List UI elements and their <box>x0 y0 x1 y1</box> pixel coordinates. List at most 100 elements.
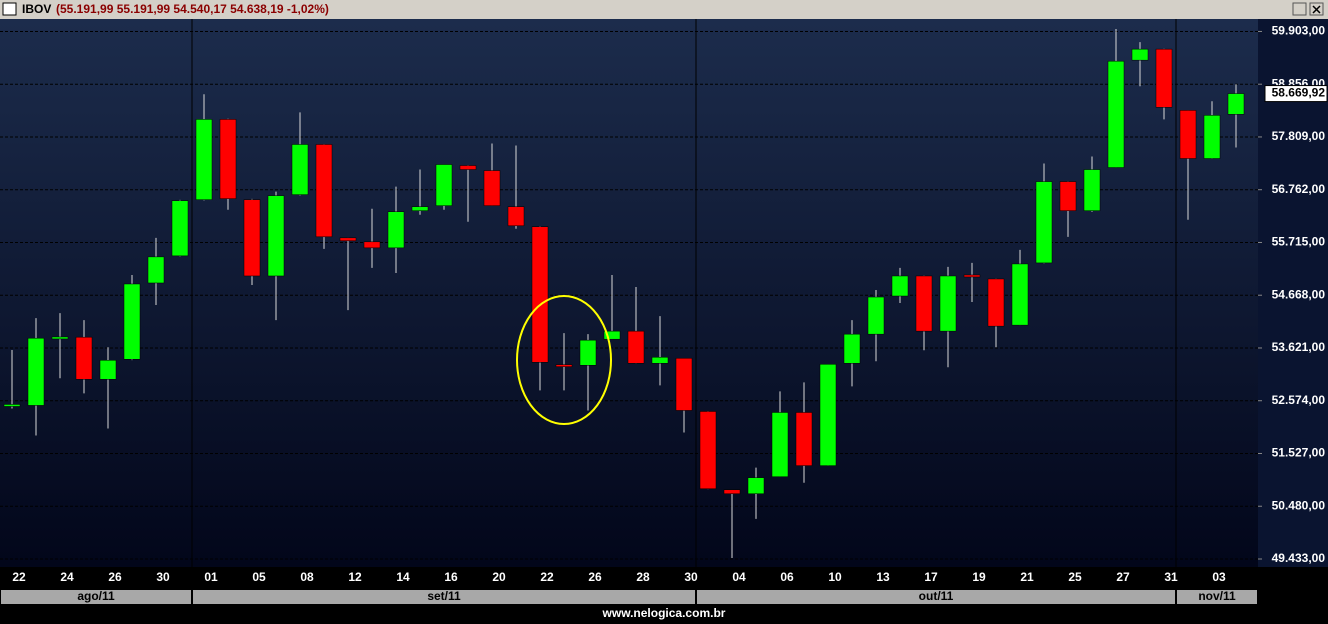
candle-body <box>867 296 885 335</box>
candle-body <box>627 330 645 364</box>
candle-body <box>459 165 477 170</box>
y-axis-area <box>1258 19 1328 567</box>
x-tick-label: 28 <box>636 570 650 584</box>
month-label: nov/11 <box>1198 589 1236 603</box>
maximize-button[interactable] <box>1292 2 1307 16</box>
candle-body <box>3 404 21 407</box>
x-tick-label: 20 <box>492 570 506 584</box>
chart-subtitle: (55.191,99 55.191,99 54.540,17 54.638,19… <box>56 2 329 16</box>
candle-body <box>1035 181 1053 264</box>
y-tick-label: 54.668,00 <box>1272 287 1326 301</box>
candle-body <box>1011 263 1029 326</box>
candle-body <box>651 356 669 364</box>
x-tick-label: 30 <box>156 570 170 584</box>
month-cell <box>697 590 1175 604</box>
candle-body <box>27 337 45 406</box>
candle-body <box>843 333 861 364</box>
candle-body <box>435 164 453 206</box>
candle-body <box>243 199 261 277</box>
candle-body <box>219 119 237 199</box>
candle-body <box>363 241 381 249</box>
x-tick-label: 26 <box>108 570 122 584</box>
x-tick-label: 16 <box>444 570 458 584</box>
x-tick-label: 01 <box>204 570 218 584</box>
candle-body <box>987 278 1005 327</box>
x-tick-label: 25 <box>1068 570 1082 584</box>
candle-body <box>339 237 357 242</box>
candle-body <box>291 144 309 195</box>
last-price-box <box>1264 85 1328 103</box>
candle-body <box>75 336 93 380</box>
x-tick-label: 13 <box>876 570 890 584</box>
x-tick-label: 03 <box>1212 570 1226 584</box>
x-tick-label: 08 <box>300 570 314 584</box>
candle-body <box>315 144 333 238</box>
x-tick-label: 27 <box>1116 570 1130 584</box>
y-tick-label: 53.621,00 <box>1272 340 1326 354</box>
x-tick-label: 21 <box>1020 570 1034 584</box>
highlight-ellipse <box>516 295 612 425</box>
candle-body <box>195 119 213 200</box>
x-tick-label: 12 <box>348 570 362 584</box>
month-cell <box>1177 590 1257 604</box>
y-tick-label: 52.574,00 <box>1272 393 1326 407</box>
footer: www.nelogica.com.br <box>602 606 726 620</box>
window-icon <box>2 2 17 16</box>
y-tick-label: 57.809,00 <box>1272 129 1326 143</box>
candle-body <box>579 339 597 366</box>
close-icon <box>1312 5 1321 14</box>
y-tick-label: 50.480,00 <box>1272 498 1326 512</box>
x-tick-label: 04 <box>732 570 746 584</box>
labels: 49.433,00 50.480,00 51.527,00 52.574,00 53.6… <box>12 24 1328 603</box>
candle-body <box>99 360 117 380</box>
candle-body <box>483 170 501 206</box>
candle-body <box>723 489 741 494</box>
candle-body <box>1203 115 1221 159</box>
candle-body <box>147 256 165 284</box>
candle-body <box>915 275 933 332</box>
x-tick-label: 05 <box>252 570 266 584</box>
candles <box>3 29 1245 558</box>
month-label: set/11 <box>427 589 461 603</box>
candle-body <box>675 358 693 411</box>
date-row <box>0 567 1328 589</box>
month-label: out/11 <box>919 589 954 603</box>
candle-body <box>531 226 549 363</box>
candle-body <box>507 206 525 227</box>
candle-body <box>1131 48 1149 61</box>
candle-body <box>411 206 429 211</box>
x-tick-label: 14 <box>396 570 410 584</box>
y-tick-label: 56.762,00 <box>1272 182 1326 196</box>
candle-body <box>795 412 813 466</box>
candle-body <box>1227 93 1245 115</box>
x-tick-label: 17 <box>924 570 938 584</box>
candle-body <box>699 411 717 490</box>
candle-body <box>1155 48 1173 108</box>
candle-body <box>1179 110 1197 159</box>
plot-area <box>0 19 1258 567</box>
y-tick-label: 51.527,00 <box>1272 446 1326 460</box>
last-price-label: 58.669,92 <box>1272 86 1326 100</box>
candle-body <box>171 200 189 257</box>
candle-body <box>387 211 405 249</box>
y-tick-label: 55.715,00 <box>1272 235 1326 249</box>
x-tick-label: 24 <box>60 570 74 584</box>
month-cell <box>1 590 191 604</box>
grid <box>0 19 1262 604</box>
month-cell <box>193 590 695 604</box>
title-bar <box>0 0 1328 19</box>
candle-body <box>123 283 141 360</box>
x-tick-label: 31 <box>1164 570 1178 584</box>
candle-body <box>747 477 765 494</box>
x-tick-label: 19 <box>972 570 986 584</box>
x-tick-label: 22 <box>540 570 554 584</box>
y-tick-label: 49.433,00 <box>1272 551 1326 565</box>
candle-body <box>1107 60 1125 168</box>
candle-body <box>771 412 789 477</box>
candle-body <box>603 330 621 340</box>
candle-body <box>1059 181 1077 211</box>
candle-body <box>267 195 285 277</box>
y-tick-label: 59.903,00 <box>1272 24 1326 38</box>
